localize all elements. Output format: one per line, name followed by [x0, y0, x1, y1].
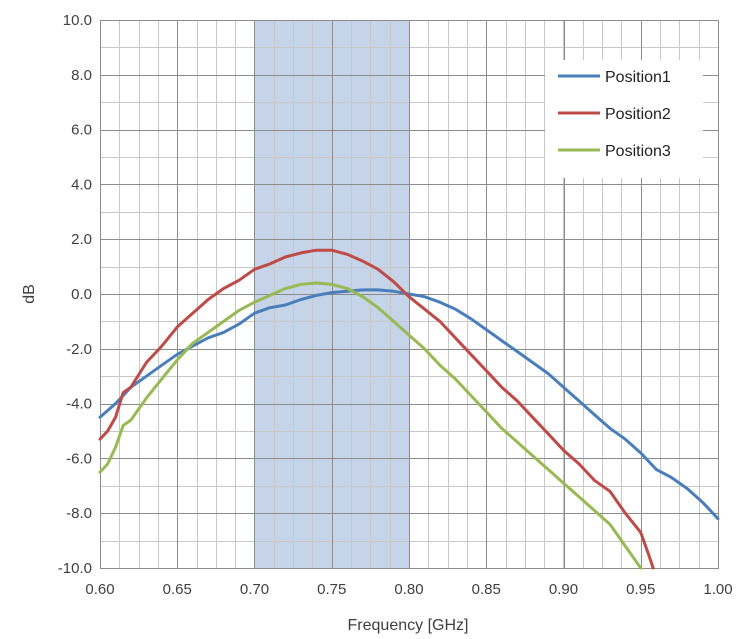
y-axis-title: dB	[21, 284, 38, 304]
legend-label-position3: Position3	[605, 143, 671, 160]
legend-label-position1: Position1	[605, 69, 671, 86]
y-tick-label: 10.0	[63, 12, 92, 29]
y-tick-label: 0.0	[71, 286, 92, 303]
plot-border	[100, 20, 719, 569]
y-tick-label: 2.0	[71, 231, 92, 248]
y-tick-label: -2.0	[66, 341, 92, 358]
y-tick-label: 8.0	[71, 67, 92, 84]
x-axis-title: Frequency [GHz]	[348, 617, 469, 634]
series-line-position3	[98, 281, 643, 570]
x-tick-label: 0.80	[394, 581, 423, 598]
axis-layer: 0.60 0.65 0.70 0.75 0.80 0.85 0.90 0.95 1.00 10.0…	[58, 12, 733, 598]
x-tick-label: 0.95	[626, 581, 655, 598]
y-tick-label: 4.0	[71, 176, 92, 193]
legend-box	[545, 60, 703, 178]
y-tick-label: -8.0	[66, 505, 92, 522]
series-line-position1	[98, 288, 720, 521]
series-layer	[98, 248, 720, 570]
y-tick-label: 6.0	[71, 122, 92, 139]
y-tick-label: -4.0	[66, 396, 92, 413]
x-tick-label: 0.90	[549, 581, 578, 598]
legend-label-position2: Position2	[605, 106, 671, 123]
x-tick-label: 0.60	[85, 581, 114, 598]
x-tick-label: 0.75	[317, 581, 346, 598]
series-line-position2	[98, 248, 655, 570]
y-tick-label: -6.0	[66, 450, 92, 467]
x-tick-label: 1.00	[703, 581, 732, 598]
y-tick-label: -10.0	[58, 560, 92, 577]
legend: Position1 Position2 Position3	[545, 60, 703, 178]
x-tick-label: 0.85	[472, 581, 501, 598]
x-tick-label: 0.65	[163, 581, 192, 598]
x-tick-label: 0.70	[240, 581, 269, 598]
